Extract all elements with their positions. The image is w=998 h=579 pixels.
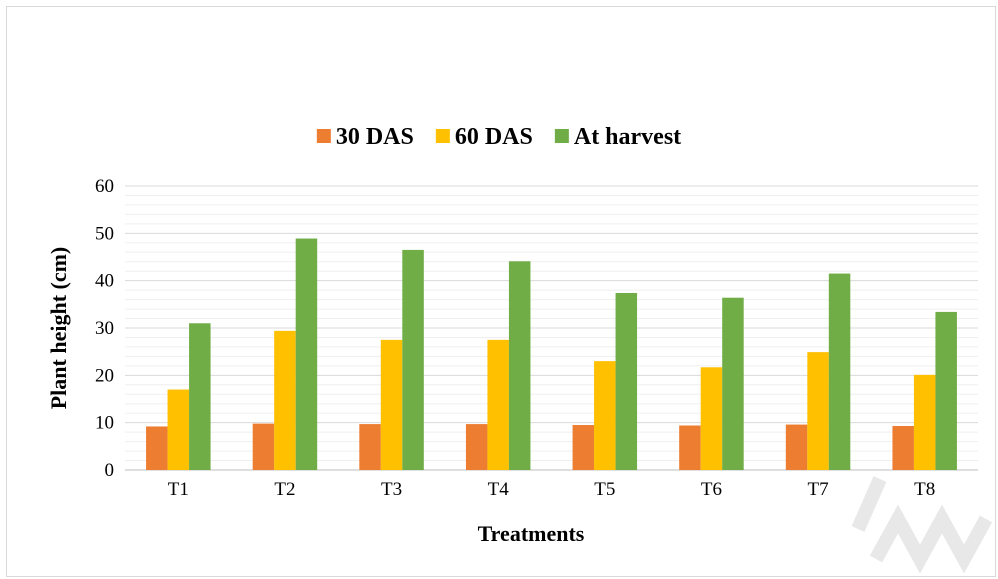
y-tick-label: 50 — [95, 223, 114, 244]
bar-60-das-t7 — [807, 352, 829, 470]
legend-swatch — [435, 129, 450, 143]
bar-60-das-t2 — [274, 330, 296, 470]
y-axis-ticks: 0 10 20 30 40 50 60 — [95, 176, 114, 481]
bars — [146, 238, 957, 470]
bar-60-das-t4 — [487, 339, 509, 470]
bar-30-das-t6 — [679, 425, 701, 470]
bar-at-harvest-t5 — [615, 292, 638, 470]
y-tick-label: 20 — [95, 365, 114, 386]
bar-60-das-t8 — [913, 374, 936, 470]
bar-at-harvest-t8 — [935, 311, 957, 470]
legend-label: 30 DAS — [336, 124, 414, 150]
x-tick-label: T7 — [808, 479, 829, 500]
y-tick-label: 60 — [95, 176, 114, 197]
legend-label: At harvest — [574, 124, 681, 150]
x-tick-label: T4 — [488, 479, 510, 500]
bar-60-das-t3 — [380, 339, 403, 470]
x-tick-label: T3 — [381, 479, 402, 500]
bar-30-das-t7 — [785, 424, 808, 470]
bar-30-das-t2 — [252, 423, 275, 470]
y-tick-label: 10 — [95, 413, 114, 434]
bar-at-harvest-t1 — [189, 323, 211, 470]
x-axis-title: Treatments — [478, 521, 585, 546]
y-tick-label: 30 — [95, 318, 114, 339]
bar-at-harvest-t6 — [722, 297, 744, 470]
bar-60-das-t5 — [594, 361, 616, 470]
bar-at-harvest-t3 — [402, 249, 424, 470]
y-tick-label: 0 — [105, 460, 115, 481]
x-axis-ticks: T1 T2 T3 T4 T5 T6 T7 T8 — [168, 479, 935, 500]
legend-swatch — [316, 129, 331, 143]
bar-at-harvest-t7 — [828, 273, 851, 470]
watermark — [851, 476, 993, 574]
legend-swatch — [554, 129, 569, 143]
x-tick-label: T8 — [914, 479, 935, 500]
legend-label: 60 DAS — [455, 124, 533, 150]
bar-at-harvest-t4 — [508, 261, 531, 470]
x-tick-label: T2 — [274, 479, 295, 500]
x-tick-label: T6 — [701, 479, 722, 500]
bar-60-das-t6 — [700, 367, 723, 470]
bar-60-das-t1 — [167, 389, 190, 470]
bar-30-das-t3 — [359, 424, 381, 470]
bar-30-das-t4 — [465, 424, 488, 470]
y-tick-label: 40 — [95, 271, 114, 292]
x-tick-label: T1 — [168, 479, 189, 500]
bar-30-das-t8 — [892, 425, 914, 470]
y-axis-title: Plant height (cm) — [46, 247, 71, 410]
legend: 30 DAS 60 DAS At harvest — [316, 124, 681, 150]
x-tick-label: T5 — [594, 479, 615, 500]
bar-at-harvest-t2 — [295, 238, 318, 470]
bar-30-das-t1 — [146, 426, 168, 470]
bar-30-das-t5 — [572, 425, 595, 470]
